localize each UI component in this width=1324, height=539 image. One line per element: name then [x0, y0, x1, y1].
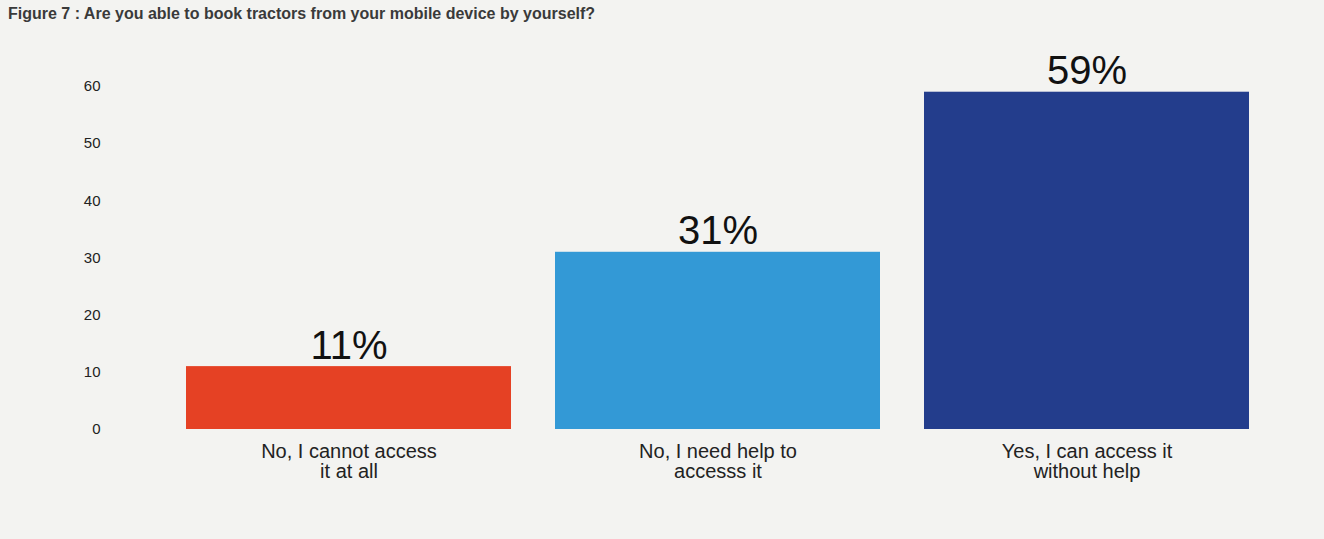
svg-text:59%: 59%	[1047, 48, 1127, 92]
svg-text:30: 30	[84, 249, 101, 266]
svg-text:10: 10	[84, 363, 101, 380]
svg-text:0: 0	[92, 420, 100, 437]
svg-text:Yes, I can access itwithout he: Yes, I can access itwithout help	[1002, 440, 1173, 482]
svg-text:60: 60	[84, 77, 101, 94]
html-text:Figure 7 : Are you able to boo: Figure 7 : Are you able to book tractors…	[8, 5, 596, 22]
svg-text:11%: 11%	[310, 323, 387, 367]
svg-text:31%: 31%	[678, 208, 758, 252]
svg-text:50: 50	[84, 134, 101, 151]
svg-text:40: 40	[84, 192, 101, 209]
svg-text:No, I need help toaccesss it: No, I need help toaccesss it	[639, 440, 797, 482]
svg-text:No, I cannot accessit at all: No, I cannot accessit at all	[261, 440, 437, 482]
svg-text:20: 20	[84, 306, 101, 323]
